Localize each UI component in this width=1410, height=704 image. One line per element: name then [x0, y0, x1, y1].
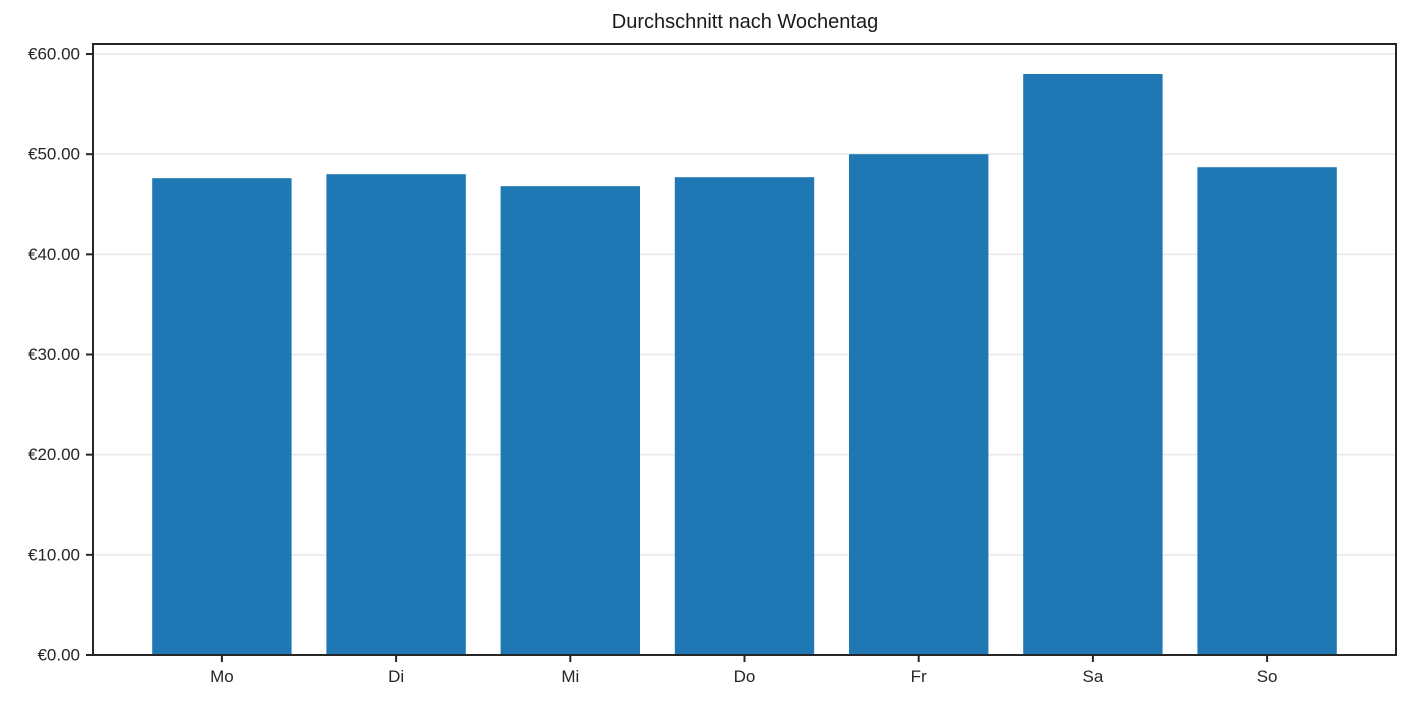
- bar: [500, 186, 640, 655]
- x-axis-tick-label: Mo: [210, 667, 234, 686]
- x-axis-tick-label: Do: [734, 667, 756, 686]
- x-axis-tick-label: Mi: [561, 667, 579, 686]
- y-axis-tick-label: €30.00: [28, 345, 80, 364]
- bar: [326, 174, 466, 655]
- chart-title: Durchschnitt nach Wochentag: [612, 11, 878, 33]
- bar: [152, 178, 292, 655]
- y-axis-tick-label: €50.00: [28, 145, 80, 164]
- x-axis-tick-label: Di: [388, 667, 404, 686]
- x-axis-tick-label: Fr: [911, 667, 927, 686]
- x-axis-tick-label: So: [1257, 667, 1278, 686]
- y-axis-tick-label: €20.00: [28, 445, 80, 464]
- y-axis-tick-label: €60.00: [28, 45, 80, 64]
- axes-layer: €0.00 €10.00 €20.00 €30.00 €40.00 €50.00 €60.0…: [28, 43, 1397, 686]
- bar: [1197, 167, 1337, 655]
- y-axis-tick-label: €40.00: [28, 245, 80, 264]
- y-axis-tick-label: €0.00: [37, 646, 80, 665]
- bar: [849, 154, 989, 655]
- x-axis-tick-label: Sa: [1082, 667, 1103, 686]
- bar: [674, 177, 815, 655]
- bars-layer: [152, 74, 1337, 655]
- bar: [1023, 74, 1163, 655]
- y-axis-tick-label: €10.00: [28, 545, 80, 564]
